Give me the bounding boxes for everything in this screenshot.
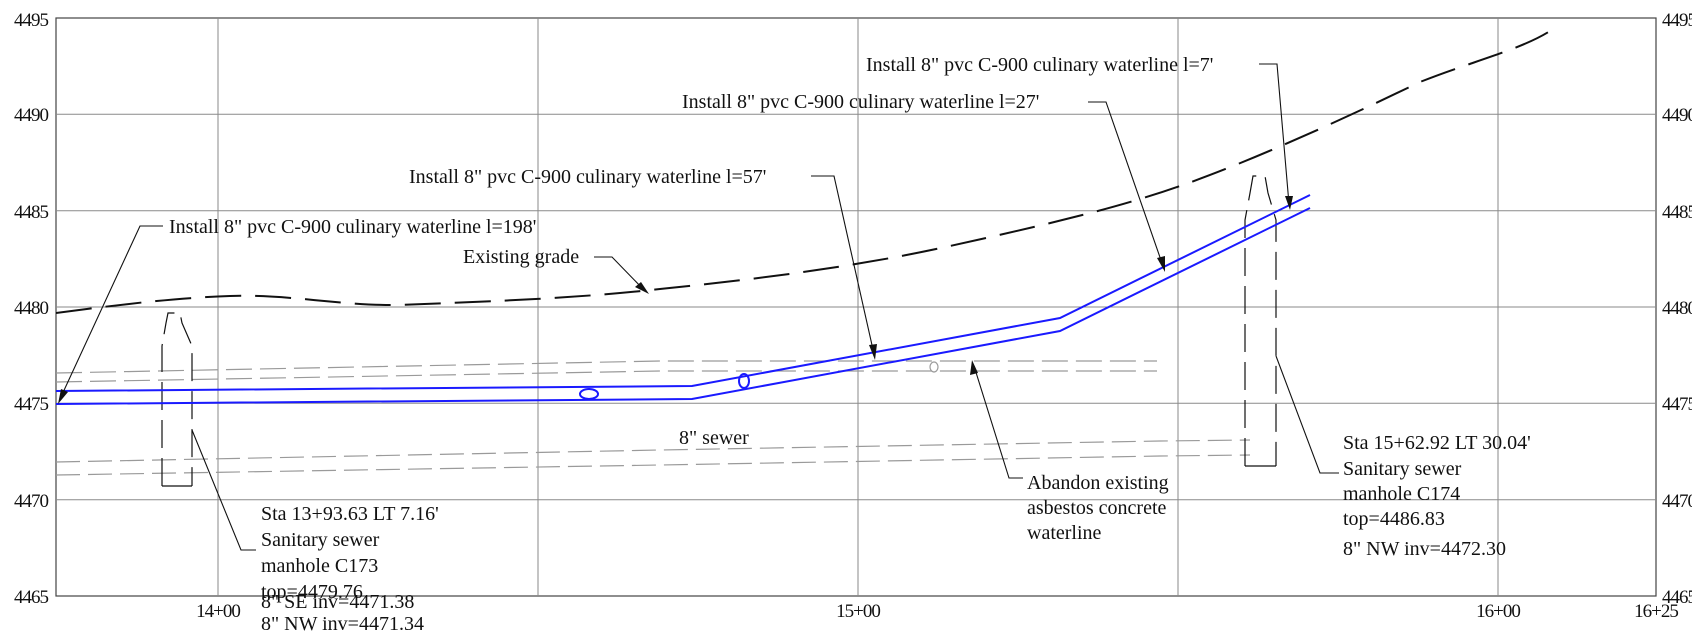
elevation-labels-right: 4495 4490 4485 4480 4475 4470 4465 (1662, 10, 1692, 608)
existing-ac-waterline (56, 360, 1157, 383)
elev-right-4475: 4475 (1662, 394, 1692, 415)
leader-waterline-7 (1259, 63, 1290, 205)
label-mh-c173-line-5: 8" SE inv=4471.38 (261, 591, 414, 613)
label-waterline-7: Install 8" pvc C-900 culinary waterline … (866, 54, 1213, 76)
elev-right-4495: 4495 (1662, 10, 1692, 31)
label-mh-c174-line-5: 8" NW inv=4472.30 (1343, 538, 1506, 560)
proposed-waterline-bottom (56, 207, 1311, 405)
label-abandon-line-3: waterline (1027, 522, 1102, 544)
leader-existing-grade (594, 256, 645, 291)
label-waterline-57: Install 8" pvc C-900 culinary waterline … (409, 166, 766, 188)
elev-left-4480: 4480 (14, 298, 49, 319)
arrow-waterline-198 (58, 389, 68, 404)
label-mh-c174-line-4: top=4486.83 (1343, 508, 1445, 530)
label-abandon-line-1: Abandon existing (1027, 472, 1169, 494)
label-mh-c173-line-4: top=4479.76 (261, 581, 363, 603)
label-mh-c173-line-2: Sanitary sewer (261, 529, 380, 551)
label-waterline-27: Install 8" pvc C-900 culinary waterline … (682, 91, 1039, 113)
elevation-labels-left: 4495 4490 4485 4480 4475 4470 4465 (14, 10, 50, 608)
elev-right-4470: 4470 (1662, 491, 1692, 512)
sewer-pipe-bottom (56, 454, 1251, 476)
manhole-c174-outline (1244, 175, 1277, 466)
sewer-pipe-top (56, 439, 1251, 463)
leader-abandon-waterline (973, 365, 1023, 479)
label-mh-c173-line-3: manhole C173 (261, 555, 378, 577)
station-14-00: 14+00 (196, 601, 240, 622)
label-mh-c174-line-1: Sta 15+62.92 LT 30.04' (1343, 432, 1531, 454)
elev-left-4475: 4475 (14, 394, 49, 415)
manhole-c173 (161, 312, 193, 487)
existing-grade-line (56, 30, 1551, 314)
label-mh-c174-line-3: manhole C174 (1343, 483, 1460, 505)
elev-right-4465: 4465 (1662, 587, 1692, 608)
manhole-c173-outline (161, 312, 193, 486)
existing-sewer (56, 439, 1251, 476)
leader-waterline-27 (1088, 101, 1164, 267)
elev-left-4485: 4485 (14, 202, 49, 223)
ac-waterline-bottom (56, 370, 1157, 383)
arrow-waterline-57 (869, 344, 877, 360)
ac-waterline-end-cap (929, 361, 939, 373)
elev-left-4470: 4470 (14, 491, 49, 512)
label-abandon-line-2: asbestos concrete (1027, 497, 1167, 519)
leader-waterline-198 (59, 225, 163, 400)
station-15-00: 15+00 (836, 601, 880, 622)
elev-right-4480: 4480 (1662, 298, 1692, 319)
elev-right-4485: 4485 (1662, 202, 1692, 223)
label-waterline-198: Install 8" pvc C-900 culinary waterline … (169, 216, 536, 238)
elev-left-4465: 4465 (14, 587, 49, 608)
annotations: Install 8" pvc C-900 culinary waterline … (169, 54, 1531, 632)
elev-right-4490: 4490 (1662, 105, 1692, 126)
station-16-00: 16+00 (1476, 601, 1520, 622)
label-existing-grade: Existing grade (463, 246, 579, 268)
manhole-c174 (1244, 175, 1277, 467)
leaders (58, 63, 1339, 551)
arrow-existing-grade (635, 282, 649, 294)
arrow-waterline-27 (1157, 256, 1165, 272)
waterline-fitting-2 (738, 373, 750, 389)
station-16-25: 16+25 (1634, 601, 1678, 622)
waterline-fitting-1 (579, 388, 599, 400)
arrow-waterline-7 (1285, 196, 1293, 210)
leader-mh-c174 (1275, 355, 1339, 474)
elev-left-4490: 4490 (14, 105, 49, 126)
ac-waterline-top (56, 360, 1157, 374)
label-mh-c173-line-1: Sta 13+93.63 LT 7.16' (261, 503, 439, 525)
station-labels: 14+00 15+00 16+00 16+25 (196, 601, 1679, 622)
elev-left-4495: 4495 (14, 10, 49, 31)
arrow-abandon-waterline (970, 360, 978, 375)
label-sewer: 8" sewer (679, 427, 749, 449)
label-mh-c173-line-6: 8" NW inv=4471.34 (261, 613, 424, 632)
grid (55, 17, 1657, 597)
leader-mh-c173 (191, 429, 256, 551)
leader-waterline-57 (811, 175, 875, 355)
label-mh-c174-line-2: Sanitary sewer (1343, 458, 1462, 480)
